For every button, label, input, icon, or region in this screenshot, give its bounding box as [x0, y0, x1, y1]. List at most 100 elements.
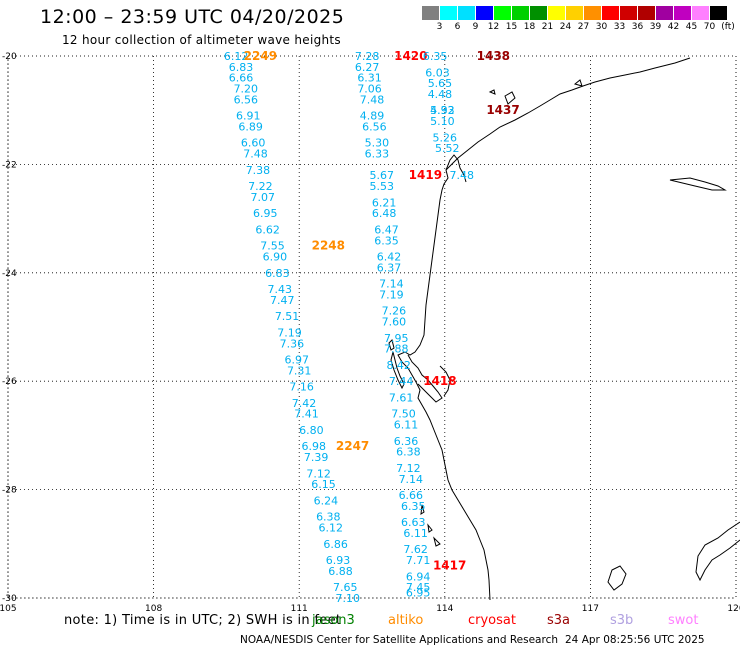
wave-height-value: 7.47	[270, 294, 295, 307]
colorbar-label: 18	[523, 22, 536, 32]
wave-height-value: 7.45	[406, 581, 431, 594]
track-altika-2248: 6.95 6.62 7.556.90 6.83 7.437.47 7.51 7.197.36…	[253, 207, 345, 437]
map-subtitle: 12 hour collection of altimeter wave hei…	[62, 33, 341, 47]
wave-height-value: 6.24	[314, 494, 339, 507]
colorbar-swatch	[440, 6, 457, 20]
wave-height-value: 7.14	[379, 278, 404, 291]
altimeter-tracks: 6.126.836.667.206.566.916.896.607.487.38…	[224, 49, 520, 605]
wave-height-value: 6.21	[372, 196, 397, 209]
axis-labels: 105 108 111 114 117 120 -20 -22 -24 -26 -28 -30	[0, 52, 740, 614]
wave-height-value: 7.71	[406, 554, 431, 567]
wave-height-value: 7.62	[403, 543, 428, 556]
legend-swot: swot	[668, 613, 699, 628]
wave-height-value: 7.65	[333, 581, 358, 594]
track-altika-2249: 6.126.836.667.206.56 6.916.89 6.607.48 7.38…	[224, 49, 277, 204]
pass-number-label: 1419	[409, 168, 442, 182]
wave-height-value: 4.48	[428, 88, 453, 101]
wave-height-value: 6.94	[406, 570, 431, 583]
colorbar-swatch	[620, 6, 637, 20]
footer-note: note: 1) Time is in UTC; 2) SWH is in fe…	[64, 613, 342, 628]
wave-height-value: 6.12	[318, 522, 343, 535]
colorbar-label: 3	[436, 22, 443, 32]
wave-height-value: 6.31	[357, 72, 382, 85]
abrolhos-islands	[420, 504, 441, 547]
wave-height-value: 6.11	[403, 527, 428, 540]
pass-number-label: 2247	[336, 439, 369, 453]
wave-height-value: 7.19	[277, 326, 302, 339]
mainland-coastline	[397, 57, 691, 601]
wave-height-value: 6.37	[377, 261, 402, 274]
coastline	[388, 57, 740, 601]
colorbar-label: 21	[541, 22, 554, 32]
wave-height-value: 6.95	[253, 207, 278, 220]
wave-height-value: 6.95	[406, 587, 431, 600]
wave-height-value: 6.03	[425, 66, 450, 79]
wave-height-value: 7.44	[389, 375, 414, 388]
generated-time: 24 Apr 08:25:56 UTC 2025	[565, 634, 705, 646]
wave-height-value: 6.11	[394, 419, 419, 432]
credit-text: NOAA/NESDIS Center for Satellite Applica…	[240, 634, 558, 646]
wave-height-value: 6.35	[401, 500, 426, 513]
wave-height-value: 6.66	[229, 72, 254, 85]
wave-height-value: 7.38	[246, 164, 271, 177]
pass-number-label: 1418	[423, 374, 456, 388]
peron-peninsula	[439, 365, 451, 397]
colorbar-label: 27	[577, 22, 590, 32]
wave-height-value: 6.38	[396, 446, 421, 459]
wave-height-value: 6.89	[238, 120, 263, 133]
wave-height-value: 6.93	[326, 554, 351, 567]
pass-number-label: 1417	[433, 558, 466, 572]
wave-height-value: 5.52	[435, 142, 460, 155]
pass-number-label: 2249	[244, 49, 277, 63]
track-cryosat-1420: 7.286.276.317.067.48 4.896.56 5.306.33 1420	[355, 49, 428, 161]
wave-height-value: 5.53	[369, 180, 394, 193]
wave-height-value: 6.66	[399, 489, 424, 502]
wave-height-value: 7.51	[275, 310, 300, 323]
colorbar-swatch	[458, 6, 475, 20]
legend-altiko: altiko	[388, 613, 424, 628]
wave-height-value: 6.33	[365, 148, 390, 161]
wave-height-value: 7.60	[382, 316, 407, 329]
wave-height-value: 7.39	[304, 451, 329, 464]
colorbar-label: 24	[559, 22, 572, 32]
colorbar-label: 70	[703, 22, 716, 32]
lat-lon-grid	[7, 55, 737, 599]
wave-height-value: 6.56	[362, 120, 387, 133]
wave-height-value: 6.90	[263, 251, 288, 264]
south-island-fragment	[607, 565, 627, 591]
wave-height-value: 7.42	[292, 397, 317, 410]
wave-height-value: 4.89	[360, 110, 385, 123]
lat-tick-label: -26	[2, 377, 17, 387]
wave-height-value: 7.43	[268, 283, 293, 296]
wave-height-value: 7.07	[251, 191, 276, 204]
colorbar-swatch	[656, 6, 673, 20]
colorbar-swatch	[674, 6, 691, 20]
colorbar-label: 36	[631, 22, 644, 32]
wave-height-value: 6.36	[394, 435, 419, 448]
lon-tick-label: 111	[291, 604, 308, 614]
wave-height-value: 7.16	[289, 381, 314, 394]
colorbar-swatch	[692, 6, 709, 20]
colorbar-swatch	[476, 6, 493, 20]
barrow-island	[504, 91, 516, 105]
colorbar-swatch	[494, 6, 511, 20]
track-cryosat-1418: 7.447.617.506.116.366.387.127.146.666.35…	[389, 374, 457, 583]
wave-height-value: 7.95	[384, 332, 409, 345]
wave-height-value: 6.56	[234, 93, 259, 106]
wave-height-value: 6.38	[316, 511, 341, 524]
wave-height-value: 7.48	[243, 148, 268, 161]
wave-height-value: 7.20	[234, 83, 259, 96]
wave-height-value: 6.91	[236, 110, 261, 123]
wave-height-value: 7.36	[280, 337, 305, 350]
track-s3a-1437: 5.32 1437	[430, 103, 520, 117]
wave-height-value: 6.47	[374, 223, 399, 236]
wave-height-value: 7.48	[450, 169, 475, 182]
wave-height-value: 6.86	[323, 538, 348, 551]
wave-height-value: 5.32	[430, 104, 455, 117]
pass-number-label: 1438	[477, 49, 510, 63]
wave-height-value: 7.14	[399, 473, 424, 486]
wave-height-value: 6.88	[328, 565, 353, 578]
wave-height-value: 6.80	[299, 424, 324, 437]
wave-height-value: 6.83	[229, 61, 254, 74]
wave-height-value: 6.48	[372, 207, 397, 220]
